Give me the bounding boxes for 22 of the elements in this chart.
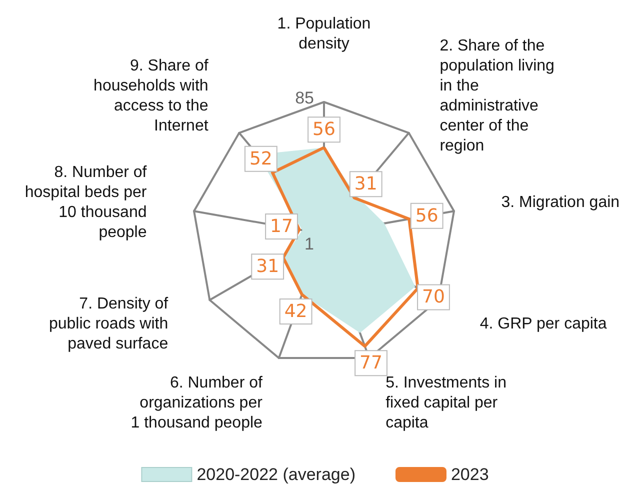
data-label: 56 xyxy=(312,119,336,140)
data-label: 70 xyxy=(422,286,445,308)
spoke-label: 2. Share of the population living in the administrative center of the region xyxy=(440,38,554,155)
data-label: 56 xyxy=(415,205,438,226)
spoke-label: 3. Migration gain xyxy=(501,194,620,212)
spoke-label: 8. Number of hospital beds per 10 thousand people xyxy=(24,164,148,242)
data-label: 52 xyxy=(249,148,272,170)
spoke-label: 9. Share of households with access to the Internet xyxy=(94,58,209,135)
data-label: 77 xyxy=(360,352,382,374)
data-label: 17 xyxy=(270,216,293,238)
spoke-label: 7. Density of public roads with paved surface xyxy=(48,296,169,352)
spoke-label: 1. Population density xyxy=(277,16,371,52)
spoke-label: 5. Investments in fixed capital per capita xyxy=(386,374,507,432)
spoke-label: 4. GRP per capita xyxy=(480,316,607,332)
data-label: 42 xyxy=(284,300,308,322)
data-label: 31 xyxy=(354,174,378,195)
y-tick-label: 85 xyxy=(295,88,314,108)
legend-label: 2023 xyxy=(450,465,489,484)
spoke-label: 6. Number of organizations per 1 thousand people xyxy=(130,374,264,432)
data-label: 31 xyxy=(256,256,280,278)
legend-label: 2020-2022 (average) xyxy=(196,465,356,484)
y-tick-label: 1 xyxy=(304,234,314,254)
